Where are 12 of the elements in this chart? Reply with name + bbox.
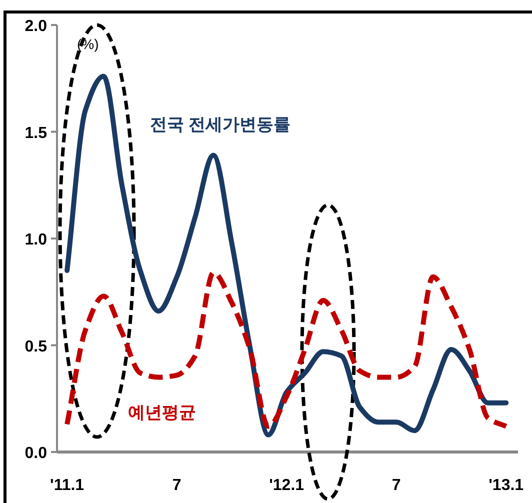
y-tick-label: 1.0 (24, 232, 48, 248)
x-tick-label: '13.1 (488, 477, 524, 494)
y-tick-label: 0.0 (24, 445, 48, 462)
x-tick-label: '12.1 (269, 477, 304, 494)
series-label: 전국 전세가변동률 (150, 115, 291, 134)
series-label: 예년평균 (128, 403, 196, 422)
x-tick-label: 7 (392, 477, 401, 494)
y-tick-label: 1.5 (24, 124, 48, 142)
x-tick-label: 7 (172, 477, 182, 494)
x-tick-label: '11.1 (50, 477, 84, 494)
y-tick-label: 2.0 (24, 18, 48, 35)
y-tick-label: 0.5 (24, 338, 48, 356)
